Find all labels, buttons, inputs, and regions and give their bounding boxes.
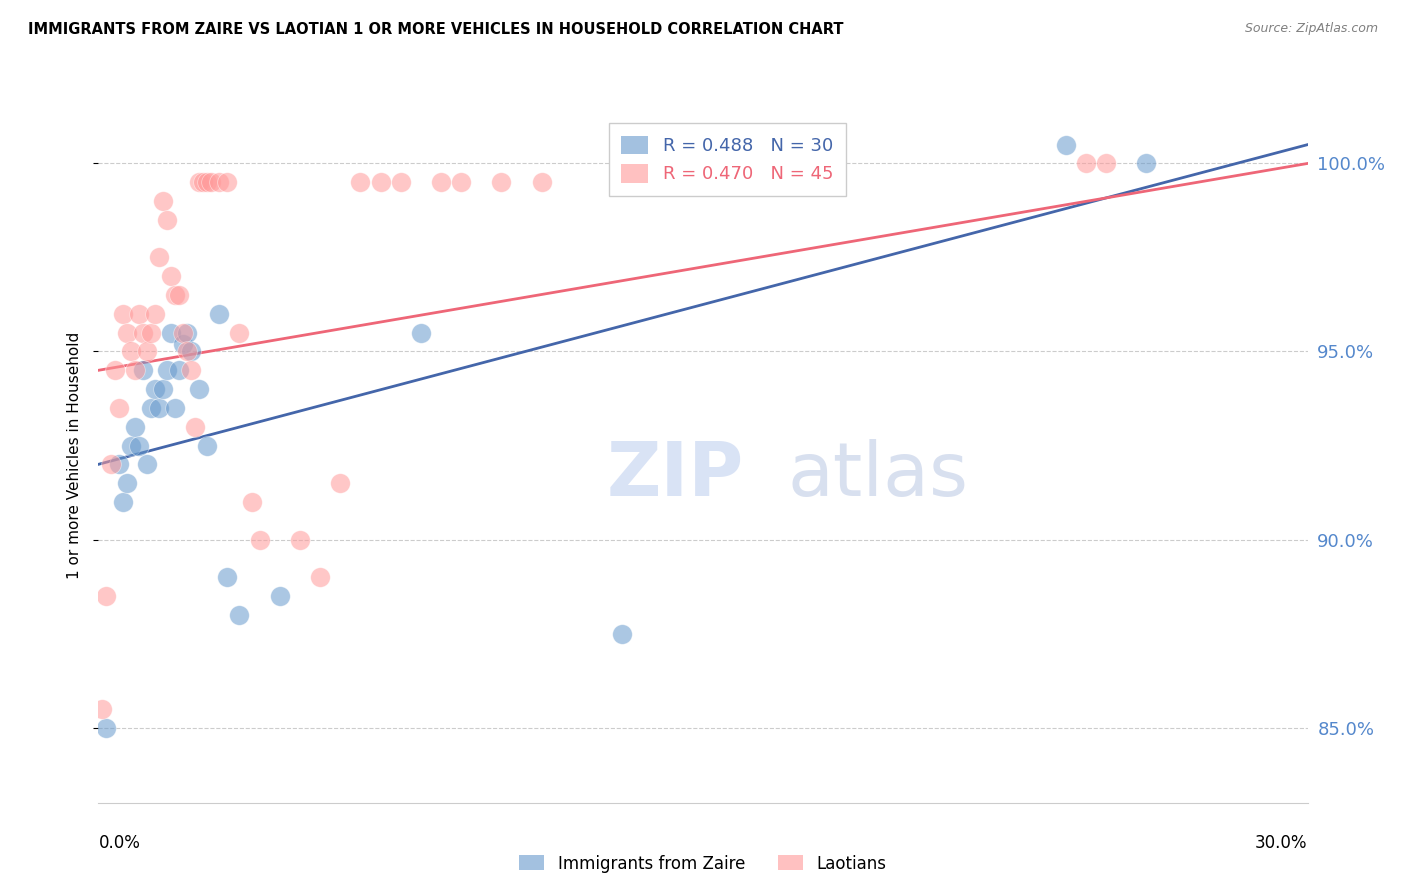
Point	[217, 570, 239, 584]
Point	[450, 175, 472, 189]
Point	[167, 288, 190, 302]
Y-axis label: 1 or more Vehicles in Household: 1 or more Vehicles in Household	[67, 331, 83, 579]
Point	[200, 175, 222, 189]
Text: Source: ZipAtlas.com: Source: ZipAtlas.com	[1244, 22, 1378, 36]
Point	[1054, 137, 1077, 152]
Point	[288, 533, 311, 547]
Point	[269, 589, 291, 603]
Point	[172, 337, 194, 351]
Point	[208, 307, 231, 321]
Point	[409, 326, 432, 340]
Point	[1135, 156, 1157, 170]
Point	[111, 307, 134, 321]
Point	[1095, 156, 1118, 170]
Point	[530, 175, 553, 189]
Text: IMMIGRANTS FROM ZAIRE VS LAOTIAN 1 OR MORE VEHICLES IN HOUSEHOLD CORRELATION CHA: IMMIGRANTS FROM ZAIRE VS LAOTIAN 1 OR MO…	[28, 22, 844, 37]
Point	[228, 607, 250, 622]
Point	[309, 570, 332, 584]
Point	[172, 326, 194, 340]
Point	[96, 589, 118, 603]
Point	[180, 344, 202, 359]
Point	[91, 702, 114, 716]
Legend: R = 0.488   N = 30, R = 0.470   N = 45: R = 0.488 N = 30, R = 0.470 N = 45	[609, 123, 846, 196]
Text: 0.0%: 0.0%	[98, 834, 141, 852]
Legend: Immigrants from Zaire, Laotians: Immigrants from Zaire, Laotians	[513, 848, 893, 880]
Point	[167, 363, 190, 377]
Point	[195, 175, 218, 189]
Point	[100, 458, 122, 472]
Point	[208, 175, 231, 189]
Point	[107, 458, 129, 472]
Point	[188, 175, 211, 189]
Point	[111, 495, 134, 509]
Point	[188, 382, 211, 396]
Point	[249, 533, 271, 547]
Point	[120, 438, 142, 452]
Point	[195, 438, 218, 452]
Point	[163, 401, 186, 415]
Point	[430, 175, 453, 189]
Point	[124, 419, 146, 434]
Point	[217, 175, 239, 189]
Point	[132, 326, 155, 340]
Point	[184, 419, 207, 434]
Point	[1074, 156, 1097, 170]
Point	[329, 476, 352, 491]
Point	[491, 175, 513, 189]
Point	[103, 363, 125, 377]
Point	[193, 175, 215, 189]
Text: ZIP: ZIP	[606, 439, 744, 512]
Text: atlas: atlas	[787, 439, 969, 512]
Point	[96, 721, 118, 735]
Point	[148, 251, 170, 265]
Point	[124, 363, 146, 377]
Point	[148, 401, 170, 415]
Point	[160, 326, 183, 340]
Point	[228, 326, 250, 340]
Point	[152, 382, 174, 396]
Point	[115, 476, 138, 491]
Point	[139, 401, 162, 415]
Point	[370, 175, 392, 189]
Point	[120, 344, 142, 359]
Point	[152, 194, 174, 208]
Point	[156, 363, 179, 377]
Point	[160, 269, 183, 284]
Point	[132, 363, 155, 377]
Point	[115, 326, 138, 340]
Point	[349, 175, 371, 189]
Point	[135, 458, 157, 472]
Point	[156, 212, 179, 227]
Point	[163, 288, 186, 302]
Point	[176, 344, 198, 359]
Point	[612, 626, 634, 640]
Text: 30.0%: 30.0%	[1256, 834, 1308, 852]
Point	[128, 307, 150, 321]
Point	[143, 307, 166, 321]
Point	[240, 495, 263, 509]
Point	[128, 438, 150, 452]
Point	[107, 401, 129, 415]
Point	[389, 175, 412, 189]
Point	[176, 326, 198, 340]
Point	[135, 344, 157, 359]
Point	[180, 363, 202, 377]
Point	[139, 326, 162, 340]
Point	[143, 382, 166, 396]
